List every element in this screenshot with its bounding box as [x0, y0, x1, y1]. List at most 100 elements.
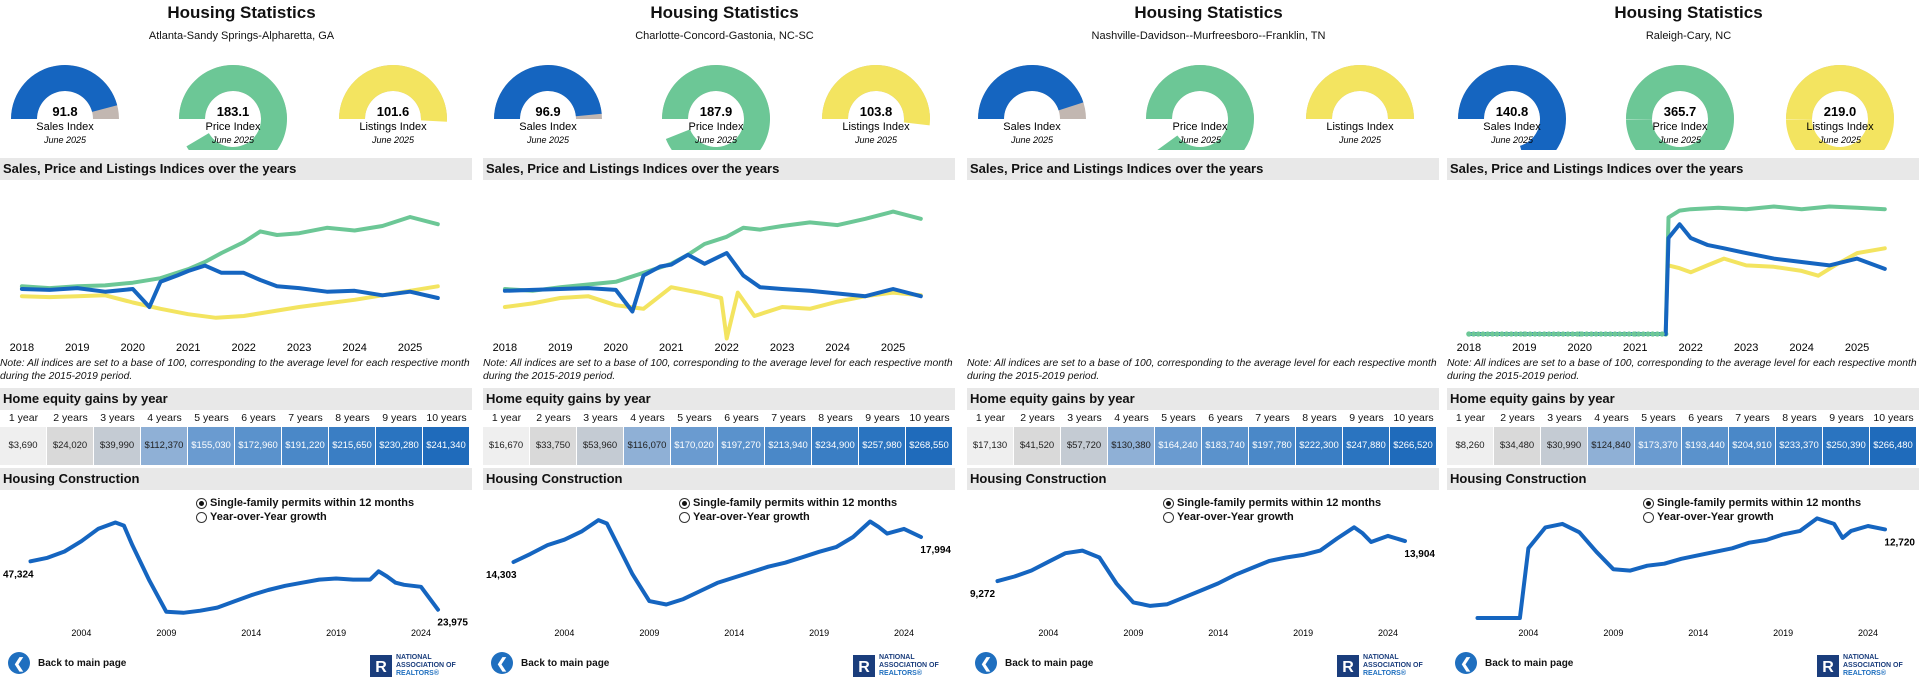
panel-title: Housing Statistics: [1134, 3, 1283, 22]
x-tick-label: 2019: [1512, 342, 1536, 354]
flat-point: [1579, 331, 1585, 337]
x-tick-label: 2022: [714, 342, 738, 354]
equity-year-label: 4 years: [1594, 412, 1629, 424]
equity-year-label: 3 years: [100, 412, 135, 424]
x-tick-label: 2020: [121, 342, 145, 354]
x-tick-label: 2024: [342, 342, 366, 354]
x-tick-label: 2025: [398, 342, 422, 354]
flat-point: [1612, 331, 1618, 337]
x-tick-label: 2018: [493, 342, 517, 354]
gauge-label: Sales Index: [36, 121, 94, 133]
x-tick-label: 2009: [1123, 628, 1143, 638]
flat-point: [1537, 331, 1543, 337]
x-tick-label: 2019: [548, 342, 572, 354]
equity-value-row: $3,690 $24,020 $39,990 $112,370 $155,030 $172…: [0, 427, 472, 465]
construction-chart: 2004 2009 2014 2019 2024 14,303 17,994: [486, 518, 951, 638]
flat-point: [1475, 331, 1481, 337]
indices-section-header: Sales, Price and Listings Indices over t…: [1447, 158, 1919, 180]
flat-point: [1560, 331, 1566, 337]
equity-year-label: 2 years: [53, 412, 88, 424]
x-tick-label: 2004: [554, 628, 574, 638]
gauge-date: June 2025: [43, 135, 87, 145]
gauge-row: 91.8 Sales Index June 2025 183.1 Price Index…: [11, 65, 447, 150]
equity-value-row: $8,260 $34,480 $30,990 $124,840 $173,370 $193…: [1447, 427, 1919, 465]
indices-section-header: Sales, Price and Listings Indices over t…: [0, 158, 472, 180]
x-tick-label: 2018: [1457, 342, 1481, 354]
radio-yoy-growth[interactable]: Year-over-Year growth: [196, 510, 414, 524]
nar-logo: R NATIONAL ASSOCIATION OF REALTORS®: [1817, 654, 1903, 678]
back-to-main-button[interactable]: ❮ Back to main page: [975, 652, 1093, 674]
end-value-label: 17,994: [920, 545, 951, 556]
back-label: Back to main page: [1005, 657, 1094, 669]
construction-toggle: Single-family permits within 12 months Y…: [1643, 496, 1861, 524]
radio-unselected-icon: [1163, 511, 1174, 523]
nar-logo: R NATIONAL ASSOCIATION OF REALTORS®: [370, 654, 456, 678]
equity-year-label: 9 years: [1829, 412, 1864, 424]
radio-label: Year-over-Year growth: [693, 511, 810, 523]
flat-point: [1640, 331, 1646, 337]
back-to-main-button[interactable]: ❮ Back to main page: [8, 652, 126, 674]
series-line-sales-index: [502, 251, 923, 314]
equity-year-label: 7 years: [771, 412, 806, 424]
construction-toggle: Single-family permits within 12 months Y…: [679, 496, 897, 524]
equity-year-label: 8 years: [818, 412, 853, 424]
flat-point: [1551, 331, 1557, 337]
radio-single-family-permits[interactable]: Single-family permits within 12 months: [1163, 496, 1381, 510]
flat-point: [1574, 331, 1580, 337]
flat-point: [1607, 331, 1613, 337]
back-to-main-button[interactable]: ❮ Back to main page: [1455, 652, 1573, 674]
indices-note: Note: All indices are set to a base of 1…: [0, 358, 470, 382]
gauge-date: June 2025: [371, 135, 415, 145]
panel-title: Housing Statistics: [167, 3, 316, 22]
flat-point: [1645, 331, 1651, 337]
radio-selected-icon: [196, 497, 207, 509]
radio-yoy-growth[interactable]: Year-over-Year growth: [1643, 510, 1861, 524]
panel-title: Housing Statistics: [1614, 3, 1763, 22]
x-tick-label: 2022: [1678, 342, 1702, 354]
flat-point: [1508, 331, 1514, 337]
equity-value-cell: $173,370: [1635, 427, 1681, 465]
x-tick-label: 2021: [1623, 342, 1647, 354]
equity-year-label: 2 years: [1020, 412, 1055, 424]
equity-value-cell: $53,960: [577, 427, 623, 465]
equity-year-label: 10 years: [1873, 412, 1914, 424]
radio-selected-icon: [1643, 497, 1654, 509]
gauge-date: June 2025: [1818, 135, 1862, 145]
gauge-fill: [1146, 65, 1254, 150]
gauge-row: Sales Index June 2025 Price Index June 2025…: [978, 64, 1414, 150]
equity-year-label: 4 years: [630, 412, 665, 424]
equity-year-label: 10 years: [426, 412, 467, 424]
back-to-main-button[interactable]: ❮ Back to main page: [491, 652, 609, 674]
equity-year-headers: 1 year 2 years 3 years 4 years 5 years 6 year…: [483, 412, 955, 427]
gauge-label: Listings Index: [1806, 121, 1874, 133]
x-tick-label: 2019: [1293, 628, 1313, 638]
gauge-label: Price Index: [688, 121, 744, 133]
flat-point: [1654, 331, 1660, 337]
logo-letter: R: [858, 659, 870, 676]
radio-single-family-permits[interactable]: Single-family permits within 12 months: [679, 496, 897, 510]
x-tick-label: 2023: [1734, 342, 1758, 354]
radio-label: Year-over-Year growth: [210, 511, 327, 523]
flat-point: [1598, 331, 1604, 337]
radio-unselected-icon: [1643, 511, 1654, 523]
realtor-logo-icon: R: [1337, 655, 1359, 677]
radio-yoy-growth[interactable]: Year-over-Year growth: [679, 510, 897, 524]
equity-year-label: 3 years: [1067, 412, 1102, 424]
radio-yoy-growth[interactable]: Year-over-Year growth: [1163, 510, 1381, 524]
metro-panel: Housing Statistics Atlanta-Sandy Springs…: [0, 0, 483, 689]
radio-single-family-permits[interactable]: Single-family permits within 12 months: [196, 496, 414, 510]
radio-single-family-permits[interactable]: Single-family permits within 12 months: [1643, 496, 1861, 510]
equity-value-cell: $3,690: [0, 427, 46, 465]
equity-year-label: 1 year: [1455, 412, 1486, 424]
x-tick-label: 2023: [287, 342, 311, 354]
indices-note: Note: All indices are set to a base of 1…: [483, 358, 953, 382]
flat-point: [1659, 331, 1665, 337]
back-label: Back to main page: [1485, 657, 1574, 669]
gauge-label: Price Index: [1652, 121, 1708, 133]
x-tick-label: 2019: [1773, 628, 1793, 638]
flat-point: [1522, 331, 1528, 337]
back-label: Back to main page: [521, 657, 610, 669]
equity-year-label: 6 years: [241, 412, 276, 424]
radio-label: Single-family permits within 12 months: [693, 497, 898, 509]
x-tick-label: 2018: [10, 342, 34, 354]
